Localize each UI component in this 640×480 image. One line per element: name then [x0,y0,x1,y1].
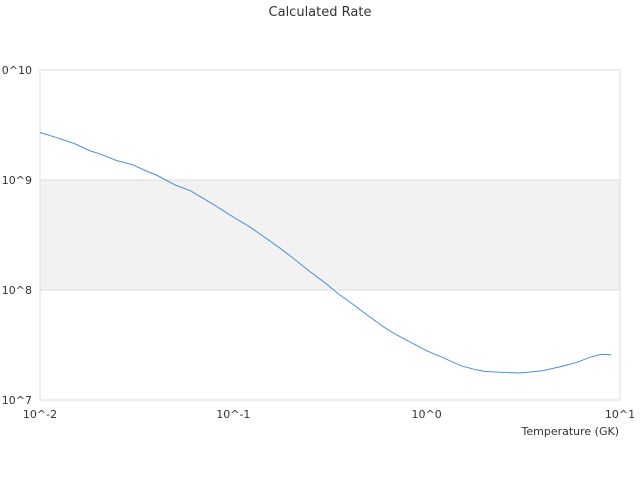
y-tick-label: 10^8 [2,284,32,297]
y-tick-label: 0^10 [2,64,32,77]
y-tick-label: 10^7 [2,394,32,407]
series-line [39,132,612,374]
plot-frame [39,69,621,401]
x-axis-label: Temperature (GK) [521,425,620,438]
x-tick-label: 10^-1 [216,408,250,421]
y-tick-label: 10^9 [2,174,32,187]
x-tick-label: 10^-2 [23,408,57,421]
x-tick-label: 10^0 [412,408,442,421]
shaded-band [40,180,620,290]
chart-title: Calculated Rate [269,5,372,20]
x-tick-label: 10^1 [605,408,635,421]
